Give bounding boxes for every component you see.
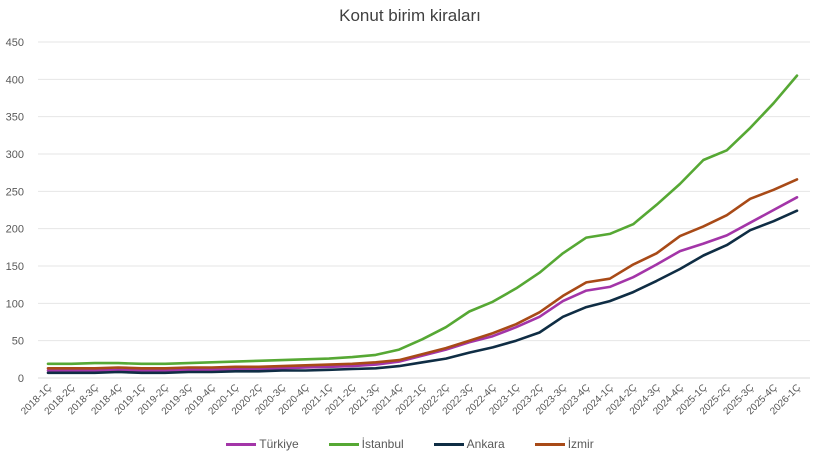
legend-label: Ankara (466, 437, 505, 451)
series-line-İzmir (46, 178, 799, 370)
y-axis-labels: 0 50 100 150 200 250 300 350 400 450 (6, 37, 24, 385)
series-line-Türkiye (46, 196, 799, 372)
legend-item: İstanbul (328, 437, 404, 451)
y-tick-label: 250 (6, 186, 24, 198)
y-tick-label: 50 (12, 336, 24, 348)
y-tick-label: 300 (6, 149, 24, 161)
legend-item: İzmir (534, 437, 594, 451)
gridlines (38, 41, 810, 379)
y-tick-label: 350 (6, 112, 24, 124)
legend: Türkiye İstanbul Ankara İzmir (0, 437, 820, 451)
legend-label: Türkiye (259, 437, 299, 451)
legend-swatch-icon (226, 442, 257, 446)
y-tick-label: 450 (6, 37, 24, 49)
y-tick-label: 200 (6, 224, 24, 236)
y-tick-label: 100 (6, 298, 24, 310)
legend-label: İstanbul (361, 437, 404, 451)
legend-swatch-icon (433, 442, 464, 446)
y-tick-label: 400 (6, 74, 24, 86)
legend-swatch-icon (328, 442, 359, 446)
y-tick-label: 150 (6, 261, 24, 273)
legend-item: Ankara (433, 437, 505, 451)
series-lines (46, 74, 799, 375)
x-axis-labels: 2018-1Ç2018-2Ç2018-3Ç2018-4Ç2019-1Ç2019-… (19, 382, 803, 417)
chart-title: Konut birim kiraları (339, 6, 481, 25)
legend-item: Türkiye (226, 437, 299, 451)
legend-label: İzmir (567, 437, 594, 451)
y-tick-label: 0 (18, 373, 24, 385)
legend-swatch-icon (534, 442, 565, 446)
series-line-İstanbul (46, 74, 799, 366)
series-line-Ankara (46, 209, 799, 375)
